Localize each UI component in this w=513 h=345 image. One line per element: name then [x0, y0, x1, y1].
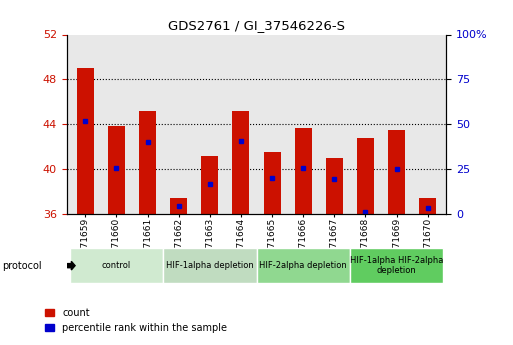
Text: HIF-1alpha HIF-2alpha
depletion: HIF-1alpha HIF-2alpha depletion — [350, 256, 443, 275]
Bar — [264, 152, 281, 214]
Bar — [170, 198, 187, 214]
Title: GDS2761 / GI_37546226-S: GDS2761 / GI_37546226-S — [168, 19, 345, 32]
Bar — [77, 68, 94, 214]
Bar — [350, 248, 443, 283]
Bar — [419, 198, 436, 214]
Bar — [163, 248, 256, 283]
Bar — [294, 128, 312, 214]
FancyArrow shape — [67, 262, 75, 270]
Bar — [388, 130, 405, 214]
Bar — [201, 156, 219, 214]
Legend: count, percentile rank within the sample: count, percentile rank within the sample — [41, 304, 231, 337]
Bar — [139, 111, 156, 214]
Text: protocol: protocol — [3, 261, 42, 270]
Text: HIF-1alpha depletion: HIF-1alpha depletion — [166, 261, 254, 270]
Bar — [70, 248, 163, 283]
Bar — [108, 127, 125, 214]
Text: control: control — [102, 261, 131, 270]
Bar — [326, 158, 343, 214]
Bar — [256, 248, 350, 283]
Bar — [232, 111, 249, 214]
Text: HIF-2alpha depletion: HIF-2alpha depletion — [259, 261, 347, 270]
Bar — [357, 138, 374, 214]
